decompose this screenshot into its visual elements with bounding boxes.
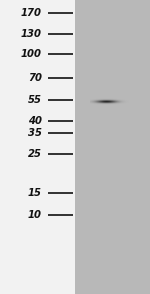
Text: 40: 40 [28, 116, 42, 126]
Text: 70: 70 [28, 73, 42, 83]
Text: 35: 35 [28, 128, 42, 138]
Text: 25: 25 [28, 149, 42, 159]
Bar [0, 0, 75, 294]
Text: 55: 55 [28, 95, 42, 105]
Text: 170: 170 [21, 8, 42, 18]
Text: 15: 15 [28, 188, 42, 198]
Text: 100: 100 [21, 49, 42, 59]
Text: 10: 10 [28, 210, 42, 220]
Text: 130: 130 [21, 29, 42, 39]
